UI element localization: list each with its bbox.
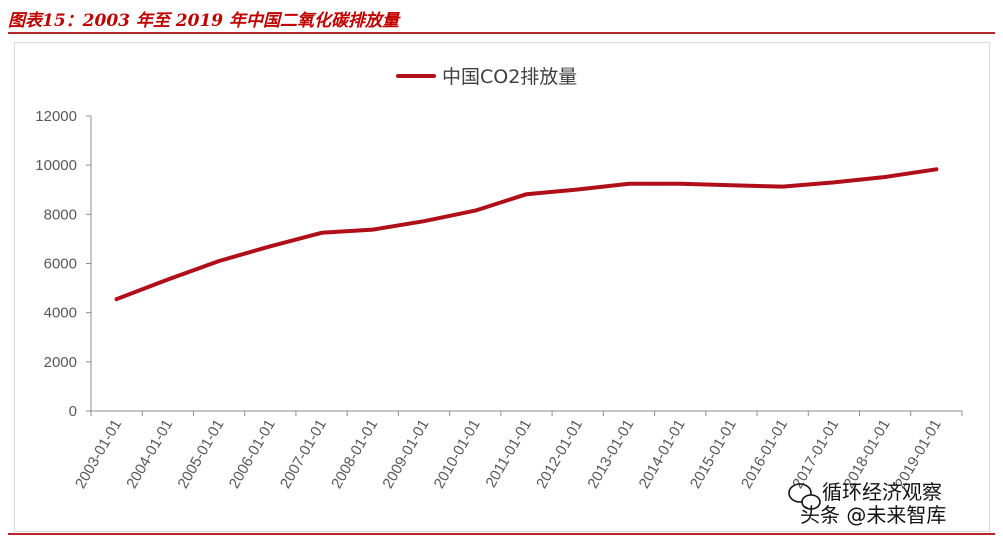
data-point — [832, 180, 836, 184]
data-point — [319, 231, 324, 235]
x-tick-label: 2013-01-01 — [584, 417, 637, 492]
y-tick-label: 12000 — [35, 108, 77, 125]
x-tick-label: 2011-01-01 — [482, 417, 535, 491]
x-tick-label: 2009-01-01 — [379, 417, 432, 492]
data-point — [115, 297, 119, 301]
caption-divider-bottom — [8, 533, 995, 535]
chart-frame — [14, 42, 990, 532]
axes-layer — [90, 116, 962, 412]
y-tick-label: 10000 — [35, 157, 77, 174]
x-tick-label: 2012-01-01 — [533, 417, 586, 492]
data-point — [166, 277, 170, 282]
legend: 中国CO2排放量 — [396, 66, 577, 88]
x-tick-label: 2006-01-01 — [226, 417, 279, 492]
data-point — [934, 167, 938, 171]
data-point — [268, 244, 272, 248]
series-layer — [114, 167, 939, 302]
data-point — [883, 175, 887, 179]
figure-caption: 图表15：2003 年至 2019 年中国二氧化碳排放量 — [8, 11, 400, 31]
x-tick-label: 2004-01-01 — [123, 417, 176, 492]
x-tick-label: 2003-01-01 — [72, 417, 125, 492]
x-tick-label: 2005-01-01 — [174, 417, 227, 492]
data-point — [217, 259, 221, 263]
y-tick-label: 4000 — [44, 305, 77, 322]
data-point — [627, 182, 631, 186]
x-tick-label: 2008-01-01 — [328, 417, 381, 492]
wechat-icon — [788, 483, 821, 510]
watermark-account-name: 循环经济观察 — [822, 480, 942, 504]
y-tick-label: 8000 — [44, 206, 77, 223]
x-tick-label: 2014-01-01 — [636, 417, 689, 492]
y-tick-label: 2000 — [44, 354, 77, 371]
ticks-layer: 0200040006000800010000120002003-01-01200… — [35, 108, 963, 492]
watermark-source: 头条 @未来智库 — [800, 503, 946, 527]
data-point — [473, 209, 477, 213]
legend-label: 中国CO2排放量 — [442, 66, 577, 88]
watermark: 循环经济观察 头条 @未来智库 — [788, 480, 946, 527]
data-point — [576, 187, 580, 192]
x-tick-label: 2015-01-01 — [687, 417, 740, 492]
data-point — [371, 227, 375, 232]
data-point — [678, 182, 682, 186]
x-tick-label: 2010-01-01 — [431, 417, 484, 492]
caption-divider-top — [8, 32, 995, 34]
data-point — [422, 219, 426, 223]
y-tick-label: 0 — [69, 403, 77, 420]
y-tick-label: 6000 — [44, 256, 77, 273]
data-point — [781, 184, 785, 189]
x-tick-label: 2007-01-01 — [277, 417, 330, 492]
series-line — [114, 167, 939, 302]
data-point — [729, 183, 734, 187]
data-point — [524, 192, 529, 196]
x-tick-label: 2016-01-01 — [738, 417, 791, 492]
